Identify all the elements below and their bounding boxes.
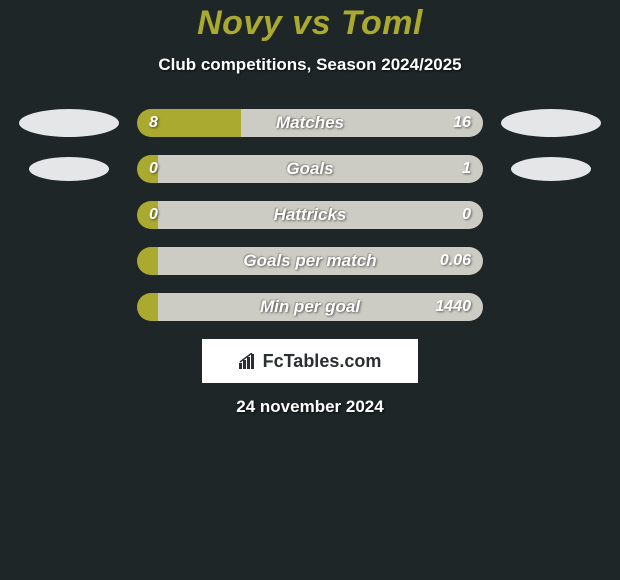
stat-value-left: 0 xyxy=(149,206,158,224)
stat-value-left: 8 xyxy=(149,114,158,132)
player-right-badge xyxy=(501,109,601,137)
stat-label: Min per goal xyxy=(260,297,360,317)
badge-ellipse xyxy=(29,157,109,181)
stat-row: Hattricks 0 0 xyxy=(0,201,620,229)
stat-rows: Matches 8 16 Goals 0 1 Hattricks 0 0 Goals per ma… xyxy=(0,109,620,321)
stat-label: Goals per match xyxy=(243,251,376,271)
stat-bar: Min per goal 1440 xyxy=(137,293,483,321)
stat-label: Matches xyxy=(276,113,344,133)
stat-bar: Goals per match 0.06 xyxy=(137,247,483,275)
stat-label: Hattricks xyxy=(274,205,347,225)
chart-icon xyxy=(239,353,259,369)
stat-value-right: 1440 xyxy=(435,298,471,316)
date-line: 24 november 2024 xyxy=(0,397,620,417)
stat-value-right: 0.06 xyxy=(440,252,471,270)
badge-ellipse xyxy=(19,109,119,137)
player-left-badge xyxy=(19,109,119,137)
brand-label: FcTables.com xyxy=(239,351,382,372)
badge-ellipse xyxy=(501,109,601,137)
bar-segment-left xyxy=(137,293,158,321)
badge-ellipse xyxy=(511,157,591,181)
page-title: Novy vs Toml xyxy=(0,4,620,43)
stat-value-right: 1 xyxy=(462,160,471,178)
season-subtitle: Club competitions, Season 2024/2025 xyxy=(0,55,620,75)
stat-bar: Goals 0 1 xyxy=(137,155,483,183)
stat-row: Matches 8 16 xyxy=(0,109,620,137)
stat-row: Goals per match 0.06 xyxy=(0,247,620,275)
stat-bar: Hattricks 0 0 xyxy=(137,201,483,229)
comparison-card: Novy vs Toml Club competitions, Season 2… xyxy=(0,0,620,417)
stat-row: Min per goal 1440 xyxy=(0,293,620,321)
stat-label: Goals xyxy=(286,159,333,179)
player-right-badge xyxy=(501,155,601,183)
stat-value-left: 0 xyxy=(149,160,158,178)
stat-row: Goals 0 1 xyxy=(0,155,620,183)
stat-value-right: 16 xyxy=(453,114,471,132)
stat-value-right: 0 xyxy=(462,206,471,224)
player-left-badge xyxy=(19,155,119,183)
stat-bar: Matches 8 16 xyxy=(137,109,483,137)
brand-box[interactable]: FcTables.com xyxy=(202,339,418,383)
brand-text: FcTables.com xyxy=(263,351,382,372)
bar-segment-left xyxy=(137,247,158,275)
